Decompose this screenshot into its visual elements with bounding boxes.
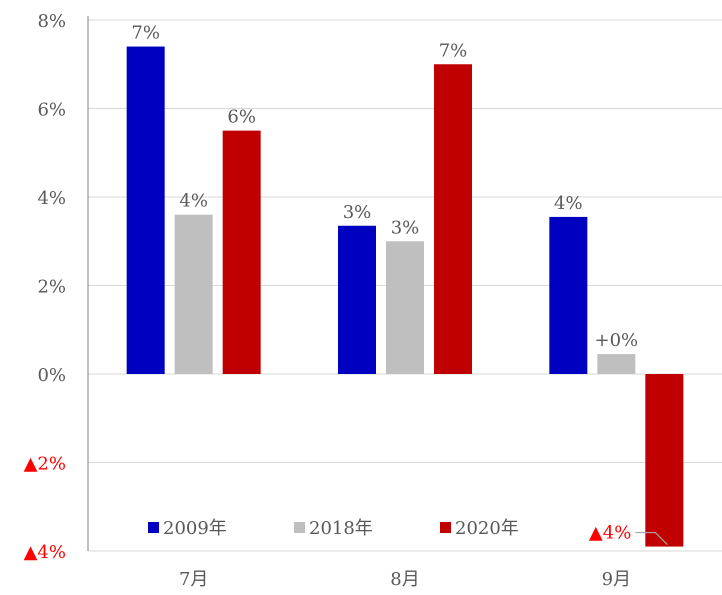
x-tick-label: 9月 (602, 569, 631, 590)
bar-2018年-9月 (597, 354, 636, 374)
y-tick-label: ▲2% (24, 454, 66, 475)
bar-data-label: +0% (595, 330, 639, 351)
y-tick-label: 0% (37, 365, 66, 386)
data-label-leader-line (635, 531, 668, 545)
bar-data-label: ▲4% (589, 523, 631, 544)
bar-2020年-9月 (645, 374, 684, 547)
bar-2009年-7月 (126, 46, 165, 375)
legend-label: 2018年 (309, 518, 373, 539)
y-tick-label: 2% (37, 277, 66, 298)
bar-2009年-8月 (338, 225, 376, 374)
y-tick-label: 8% (37, 11, 66, 32)
x-tick-label: 7月 (179, 569, 208, 590)
bar-data-label: 4% (554, 193, 583, 214)
y-tick-label: 4% (37, 188, 66, 209)
y-axis-tick-labels: 8% 6% 4% 2% 0% ▲2% ▲4% (24, 11, 66, 563)
bars (126, 46, 684, 547)
legend-swatch (148, 522, 159, 533)
bar-data-labels: 7% 4% 6% 3% 3% 7% 4% +0% ▲4% (131, 23, 668, 545)
bar-2020年-8月 (434, 64, 472, 374)
bar-data-label: 3% (343, 202, 372, 223)
y-tick-label: ▲4% (24, 542, 66, 563)
bar-data-label: 4% (179, 191, 208, 212)
bar-data-label: 6% (227, 107, 256, 128)
legend-swatch (440, 522, 451, 533)
bar-data-label: 7% (439, 40, 468, 61)
bar-2020年-7月 (222, 130, 261, 374)
x-tick-label: 8月 (390, 569, 419, 590)
bar-2009年-9月 (549, 216, 588, 374)
bar-2018年-7月 (174, 214, 213, 374)
bar-2018年-8月 (386, 241, 424, 374)
x-axis-category-labels: 7月 8月 9月 (179, 569, 631, 590)
y-tick-label: 6% (37, 100, 66, 121)
legend-label: 2009年 (163, 518, 227, 539)
bar-data-label: 7% (131, 23, 160, 44)
bar-data-label: 3% (391, 217, 420, 238)
legend-label: 2020年 (455, 518, 519, 539)
legend: 2009年 2018年 2020年 (148, 518, 519, 539)
legend-swatch (294, 522, 305, 533)
